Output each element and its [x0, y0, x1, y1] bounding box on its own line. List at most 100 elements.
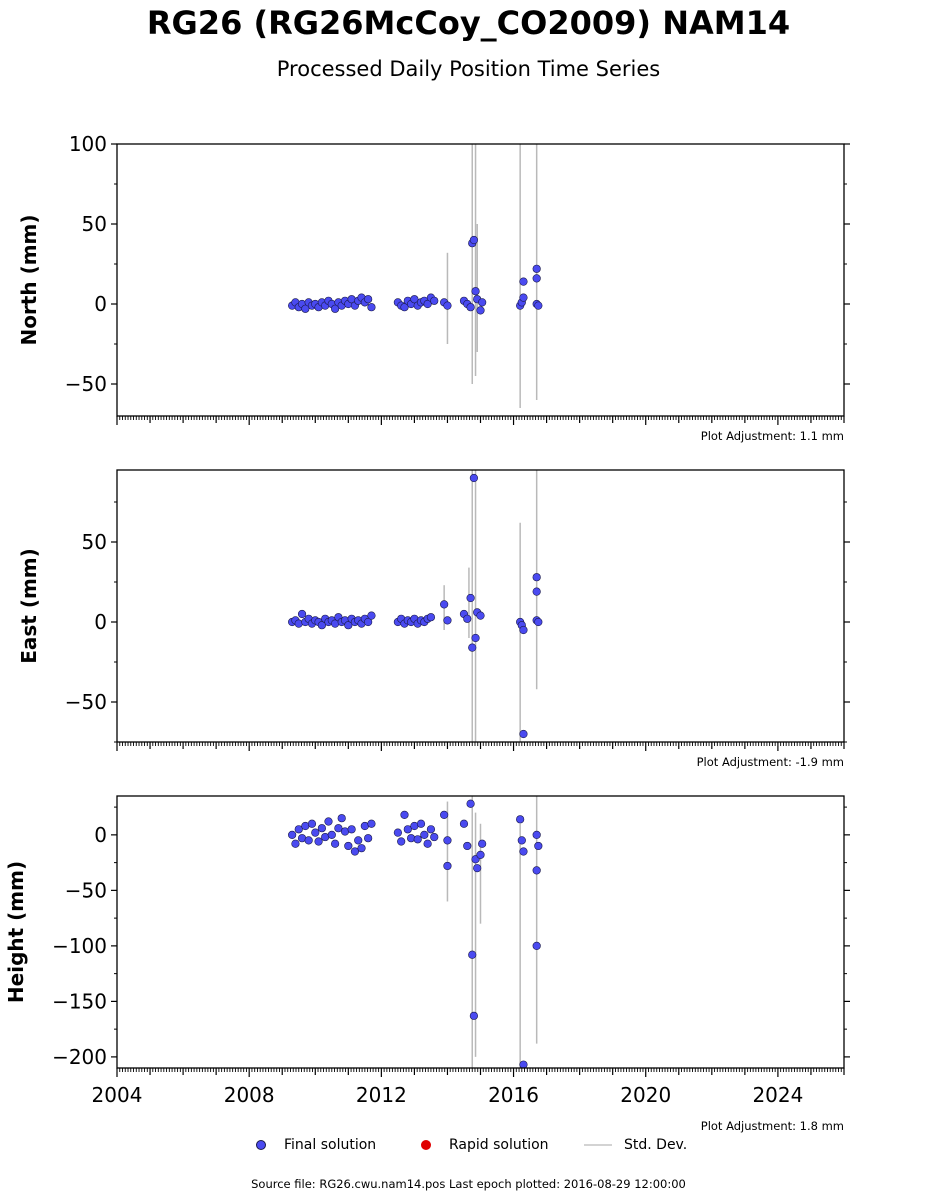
y-tick-label: 50	[82, 530, 107, 554]
legend-item-rapid: Rapid solution	[421, 1137, 549, 1153]
data-point	[426, 825, 436, 834]
data-point	[400, 810, 409, 819]
data-point	[331, 839, 340, 848]
legend-label-final: Final solution	[284, 1137, 377, 1153]
data-point	[519, 847, 528, 856]
data-point	[532, 941, 541, 950]
data-point	[469, 1011, 478, 1020]
data-point	[443, 861, 452, 871]
legend-label-std: Std. Dev.	[624, 1137, 688, 1153]
final-solution-marker-icon	[256, 1140, 266, 1150]
data-point	[468, 950, 477, 959]
data-point	[443, 836, 452, 845]
data-point	[459, 819, 469, 828]
data-point	[291, 839, 300, 848]
std-dev-line-icon	[584, 1144, 612, 1146]
data-point	[304, 836, 313, 845]
data-point	[367, 819, 376, 828]
data-point	[532, 866, 541, 875]
data-point	[443, 616, 452, 625]
axes-frame	[116, 143, 845, 417]
plot-adjustment-label: Plot Adjustment: -1.9 mm	[697, 755, 844, 769]
data-point	[476, 306, 485, 315]
data-point	[476, 850, 485, 859]
data-point	[317, 621, 326, 630]
data-point	[478, 839, 487, 848]
plot-adjustment-label: Plot Adjustment: 1.8 mm	[701, 1119, 844, 1133]
legend-item-final: Final solution	[256, 1137, 376, 1153]
x-tick-label: 2008	[224, 1083, 275, 1107]
data-point	[354, 836, 363, 845]
data-point	[403, 825, 412, 834]
y-tick-label: 100	[69, 132, 107, 156]
data-point	[532, 587, 541, 596]
y-tick-label: 0	[94, 823, 107, 847]
y-tick-label: −100	[52, 934, 107, 958]
data-point	[350, 847, 360, 856]
data-point	[334, 824, 343, 833]
y-tick-label: −50	[65, 372, 107, 396]
data-point	[532, 274, 541, 283]
data-point	[440, 810, 449, 819]
legend-item-std: Std. Dev.	[584, 1137, 687, 1153]
plot-area	[288, 144, 543, 408]
plot-area	[288, 470, 543, 742]
data-point	[534, 617, 543, 627]
data-point	[357, 844, 366, 853]
x-tick-label: 2004	[92, 1083, 143, 1107]
plot-area	[288, 796, 543, 1068]
data-point	[311, 828, 320, 837]
data-point	[471, 633, 480, 643]
data-point	[367, 611, 376, 620]
data-point	[327, 830, 336, 839]
y-tick-label: 50	[82, 212, 107, 236]
data-point	[410, 295, 419, 304]
y-axis-label: North (mm)	[17, 214, 41, 345]
data-point	[314, 837, 323, 846]
x-tick-label: 2020	[620, 1083, 671, 1107]
data-point	[344, 841, 353, 851]
plot-adjustment-label: Plot Adjustment: 1.1 mm	[701, 429, 844, 443]
data-point	[307, 819, 317, 828]
data-point	[532, 264, 541, 273]
y-tick-label: 0	[94, 292, 107, 316]
data-point	[407, 834, 416, 843]
data-point	[397, 837, 406, 846]
data-point	[344, 621, 353, 630]
data-point	[534, 301, 543, 310]
rapid-solution-marker-icon	[421, 1140, 431, 1150]
data-point	[463, 841, 472, 851]
data-point	[364, 834, 373, 843]
data-point	[440, 600, 449, 609]
data-point	[364, 617, 373, 627]
data-point	[534, 841, 543, 851]
y-axis-label: East (mm)	[17, 548, 41, 664]
y-tick-label: −50	[65, 878, 107, 902]
panel-1: −50 0 50 100 North (mm) Plot Adjustment: 1.1 …	[17, 132, 850, 443]
data-point	[469, 473, 478, 483]
data-point	[347, 825, 356, 834]
data-point	[519, 1060, 528, 1068]
y-tick-label: −150	[52, 989, 107, 1013]
data-point	[331, 304, 340, 313]
chart-title: RG26 (RG26McCoy_CO2009) NAM14	[146, 4, 791, 42]
data-point	[288, 830, 297, 839]
data-point	[478, 298, 487, 307]
data-point	[517, 836, 526, 845]
data-point	[317, 824, 326, 833]
x-tick-label: 2012	[356, 1083, 407, 1107]
data-point	[463, 614, 472, 623]
data-point	[516, 815, 525, 824]
data-point	[469, 235, 478, 245]
data-point	[519, 293, 528, 302]
data-point	[324, 817, 333, 826]
data-point	[294, 825, 303, 834]
data-point	[519, 277, 528, 286]
data-point	[367, 303, 376, 312]
data-point	[393, 828, 402, 837]
data-point	[466, 593, 475, 603]
data-point	[430, 296, 439, 305]
x-tick-label: 2024	[752, 1083, 803, 1107]
legend-label-rapid: Rapid solution	[449, 1137, 549, 1153]
